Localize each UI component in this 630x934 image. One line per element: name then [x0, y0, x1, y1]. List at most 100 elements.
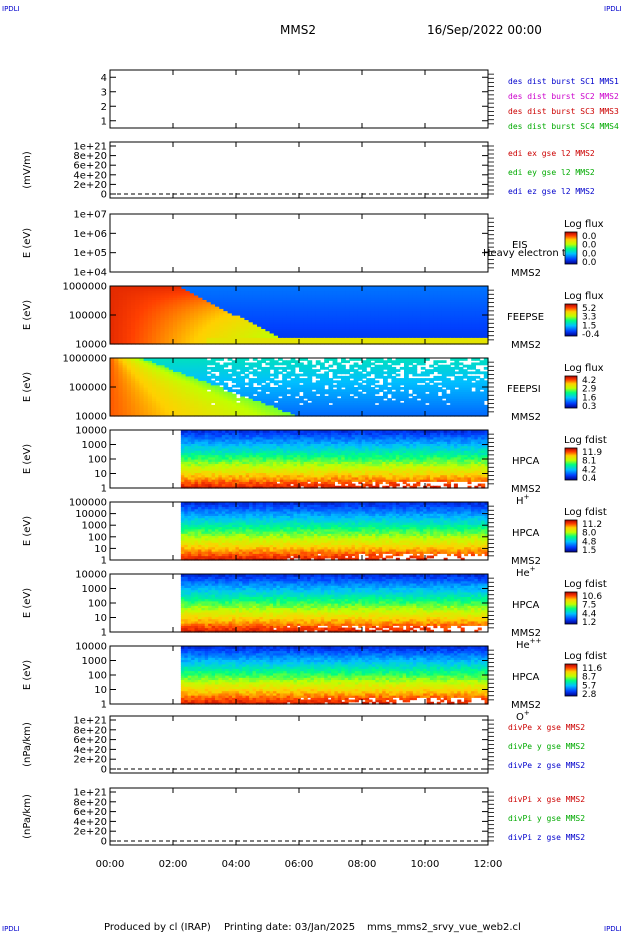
- spectrogram-cell: [446, 398, 451, 401]
- spectrogram-cell: [362, 339, 367, 343]
- spectrogram-cell: [429, 335, 434, 338]
- spectrogram-cell: [378, 407, 384, 410]
- spectrogram-cell: [483, 409, 489, 413]
- spectrogram-cell: [244, 341, 250, 345]
- spectrogram-cell: [374, 292, 380, 296]
- spectrogram-cell: [446, 326, 451, 329]
- spectrogram-cell: [210, 337, 216, 341]
- spectrogram-cell: [278, 402, 283, 406]
- spectrogram-cell: [345, 294, 350, 298]
- spectrogram-cell: [240, 404, 245, 408]
- spectrogram-cell: [412, 292, 418, 296]
- spectrogram-cell: [328, 384, 334, 388]
- spectrogram-cell: [307, 360, 313, 364]
- spectrogram-cell: [467, 375, 472, 379]
- spectrogram-cell: [198, 337, 203, 341]
- spectrogram-cell: [227, 332, 233, 336]
- spectrogram-cell: [204, 476, 209, 480]
- spectrogram-cell: [252, 292, 258, 296]
- spectrogram-cell: [404, 362, 409, 366]
- spectrogram-cell: [221, 450, 226, 453]
- spectrogram-cell: [462, 407, 468, 410]
- spectrogram-cell: [324, 402, 329, 406]
- spectrogram-cell: [227, 335, 233, 338]
- y-tick-label: 1e+07: [73, 210, 107, 221]
- spectrogram-cell: [353, 378, 359, 381]
- colorbar-tick-label: 0.0: [582, 249, 597, 259]
- spectrogram-cell: [391, 303, 397, 307]
- spectrogram-cell: [135, 378, 140, 381]
- spectrogram-cell: [416, 395, 422, 399]
- spectrogram-cell: [357, 387, 363, 390]
- spectrogram-cell: [181, 389, 187, 393]
- spectrogram-cell: [248, 328, 254, 332]
- spectrogram-cell: [184, 467, 189, 471]
- spectrogram-cell: [483, 407, 489, 410]
- spectrogram-cell: [189, 389, 195, 393]
- spectrogram-cell: [336, 332, 342, 336]
- spectrogram-cell: [408, 292, 413, 296]
- spectrogram-cell: [315, 335, 321, 338]
- spectrogram-cell: [290, 335, 296, 338]
- spectrogram-cell: [180, 465, 185, 469]
- spectrogram-cell: [139, 387, 145, 390]
- spectrogram-cell: [345, 301, 350, 305]
- spectrogram-cell: [219, 378, 224, 381]
- spectrogram-cell: [290, 294, 296, 298]
- spectrogram-cell: [122, 369, 128, 372]
- spectrogram-cell: [471, 315, 476, 318]
- spectrogram-cell: [177, 382, 182, 386]
- spectrogram-cell: [211, 463, 216, 467]
- spectrogram-cell: [303, 292, 308, 296]
- spectrogram-cell: [307, 407, 313, 410]
- spectrogram-cell: [391, 299, 397, 303]
- spectrogram-cell: [307, 335, 313, 338]
- spectrogram-cell: [320, 362, 325, 366]
- spectrogram-cell: [265, 292, 271, 296]
- spectrogram-cell: [168, 384, 174, 388]
- spectrogram-cell: [231, 369, 237, 372]
- spectrogram-cell: [168, 292, 174, 296]
- spectrogram-cell: [122, 402, 128, 406]
- spectrogram-cell: [139, 395, 145, 399]
- spectrogram-cell: [261, 308, 266, 312]
- spectrogram-cell: [353, 364, 359, 368]
- spectrogram-cell: [147, 413, 153, 417]
- spectrogram-cell: [374, 310, 380, 314]
- spectrogram-cell: [467, 332, 472, 336]
- spectrogram-cell: [244, 326, 250, 329]
- spectrogram-cell: [286, 308, 292, 312]
- spectrogram-cell: [387, 413, 392, 417]
- spectrogram-cell: [479, 400, 485, 404]
- spectrogram-cell: [223, 413, 229, 417]
- spectrogram-cell: [228, 430, 233, 433]
- spectrogram-cell: [483, 317, 489, 321]
- spectrogram-cell: [320, 301, 325, 305]
- spectrogram-cell: [181, 387, 187, 390]
- spectrogram-cell: [357, 321, 363, 325]
- footer-printing-date: Printing date: 03/Jan/2025: [224, 922, 355, 933]
- panel-frame: [109, 141, 489, 199]
- spectrogram-cell: [328, 339, 334, 343]
- spectrogram-cell: [458, 391, 464, 395]
- spectrogram-cell: [462, 402, 468, 406]
- spectrogram-cell: [383, 371, 388, 375]
- spectrogram-cell: [299, 398, 304, 401]
- spectrogram-cell: [416, 317, 422, 321]
- spectrogram-cell: [412, 341, 418, 345]
- spectrogram-cell: [236, 375, 241, 379]
- spectrogram-cell: [240, 326, 245, 329]
- spectrogram-cell: [349, 339, 355, 343]
- spectrogram-cell: [227, 301, 233, 305]
- spectrogram-cell: [156, 339, 161, 343]
- spectrogram-cell: [227, 387, 233, 390]
- spectrogram-cell: [362, 366, 367, 370]
- spectrogram-cell: [238, 476, 243, 480]
- spectrogram-cell: [139, 337, 145, 341]
- spectrogram-cell: [126, 398, 132, 401]
- spectrogram-cell: [294, 398, 300, 401]
- spectrogram-cell: [147, 393, 153, 397]
- spectrogram-cell: [336, 317, 342, 321]
- spectrogram-cell: [395, 312, 401, 316]
